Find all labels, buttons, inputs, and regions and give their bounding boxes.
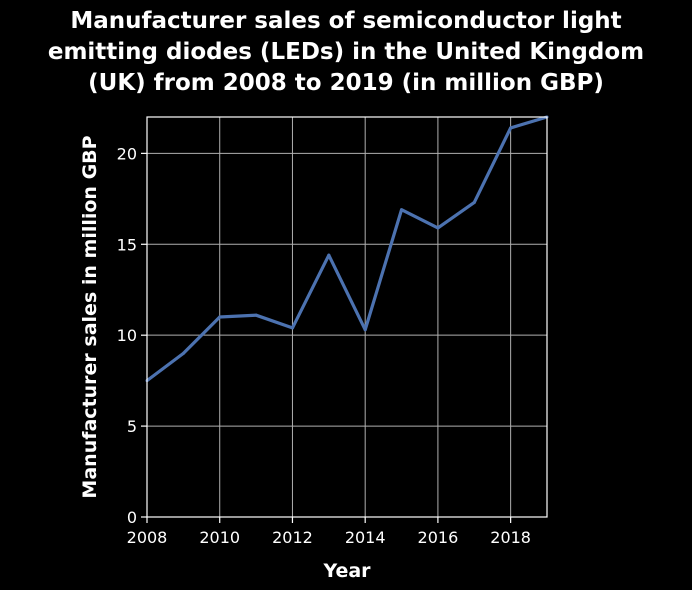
data-point — [254, 313, 258, 317]
x-axis-label: Year — [322, 560, 371, 582]
data-point — [363, 328, 367, 332]
data-point — [436, 226, 440, 230]
x-tick-label: 2014 — [345, 528, 386, 547]
x-tick-label: 2018 — [490, 528, 531, 547]
y-tick-label: 15 — [117, 235, 137, 254]
x-tick-label: 2010 — [199, 528, 240, 547]
chart-title-line-3: (UK) from 2008 to 2019 (in million GBP) — [88, 70, 604, 96]
chart-title-line-1: Manufacturer sales of semiconductor ligh… — [70, 8, 622, 34]
data-point — [218, 315, 222, 319]
chart-title-line-2: emitting diodes (LEDs) in the United Kin… — [47, 39, 645, 65]
data-point — [509, 126, 513, 130]
x-axis: 2008 2010 2012 2014 2016 2018 — [127, 517, 531, 547]
y-axis-label: Manufacturer sales in million GBP — [79, 135, 101, 498]
y-tick-label: 5 — [127, 417, 137, 436]
data-point — [290, 326, 294, 330]
y-tick-label: 0 — [127, 508, 137, 527]
data-series — [145, 115, 549, 383]
series-line — [146, 115, 548, 382]
grid-lines — [146, 117, 547, 518]
data-point — [327, 253, 331, 257]
x-tick-label: 2012 — [272, 528, 313, 547]
chart-title: Manufacturer sales of semiconductor ligh… — [0, 6, 692, 99]
x-tick-label: 2016 — [418, 528, 459, 547]
x-tick-label: 2008 — [127, 528, 168, 547]
data-point — [472, 200, 476, 204]
y-tick-label: 10 — [117, 326, 137, 345]
y-tick-label: 20 — [117, 144, 137, 163]
data-point — [400, 208, 404, 212]
y-axis: 0 5 10 15 20 — [117, 144, 147, 527]
data-point — [181, 351, 185, 355]
plot-frame — [146, 116, 548, 518]
